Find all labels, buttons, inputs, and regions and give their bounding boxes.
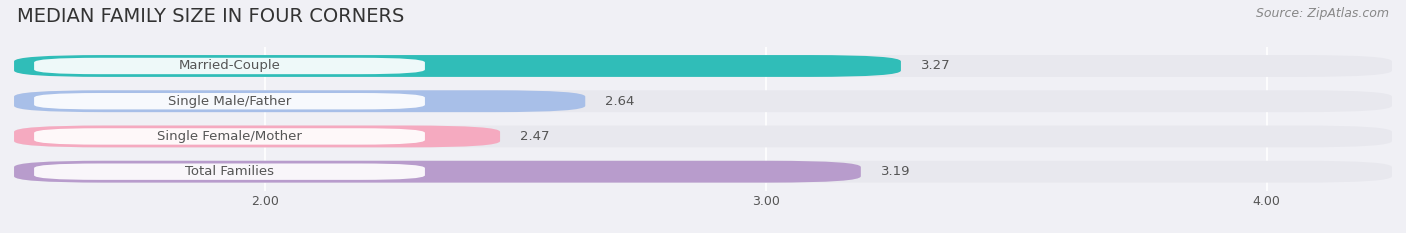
FancyBboxPatch shape	[14, 55, 901, 77]
FancyBboxPatch shape	[14, 90, 585, 112]
FancyBboxPatch shape	[34, 93, 425, 110]
Text: Married-Couple: Married-Couple	[179, 59, 280, 72]
FancyBboxPatch shape	[14, 126, 1392, 147]
FancyBboxPatch shape	[34, 128, 425, 145]
Text: 3.19: 3.19	[882, 165, 910, 178]
FancyBboxPatch shape	[14, 55, 1392, 77]
Text: 2.47: 2.47	[520, 130, 550, 143]
Text: Single Female/Mother: Single Female/Mother	[157, 130, 302, 143]
FancyBboxPatch shape	[34, 164, 425, 180]
Text: Total Families: Total Families	[186, 165, 274, 178]
FancyBboxPatch shape	[34, 58, 425, 74]
FancyBboxPatch shape	[14, 161, 860, 183]
FancyBboxPatch shape	[14, 90, 1392, 112]
FancyBboxPatch shape	[14, 161, 1392, 183]
Text: 2.64: 2.64	[606, 95, 634, 108]
FancyBboxPatch shape	[14, 126, 501, 147]
Text: 3.27: 3.27	[921, 59, 950, 72]
Text: Single Male/Father: Single Male/Father	[167, 95, 291, 108]
Text: MEDIAN FAMILY SIZE IN FOUR CORNERS: MEDIAN FAMILY SIZE IN FOUR CORNERS	[17, 7, 405, 26]
Text: Source: ZipAtlas.com: Source: ZipAtlas.com	[1256, 7, 1389, 20]
